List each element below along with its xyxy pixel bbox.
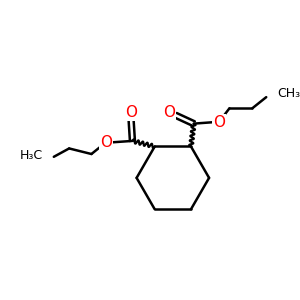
Text: CH₃: CH₃ (278, 87, 300, 100)
Text: O: O (213, 115, 225, 130)
Text: O: O (125, 105, 137, 120)
Text: O: O (163, 105, 175, 120)
Text: O: O (100, 135, 112, 150)
Text: H₃C: H₃C (20, 149, 43, 162)
